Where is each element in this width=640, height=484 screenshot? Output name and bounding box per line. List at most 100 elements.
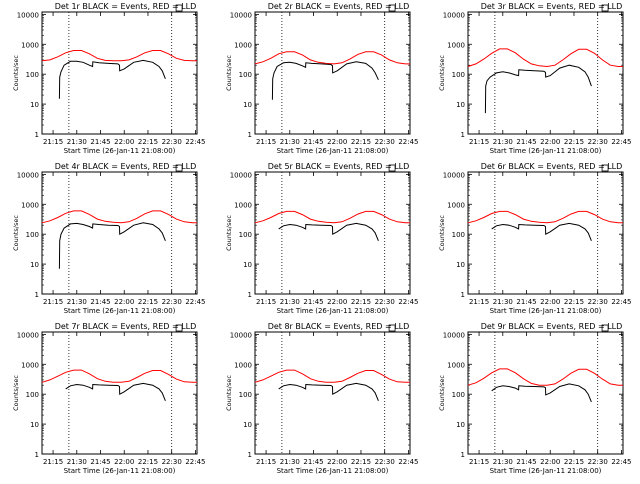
flag-marker (175, 164, 183, 172)
x-tick-label: 22:45 (398, 458, 418, 466)
panel-det-2r: Det 2r BLACK = Events, RED = LLD 1 10 100 10… (225, 2, 419, 155)
axes-frame (254, 331, 411, 455)
x-tick-label: 22:15 (564, 458, 584, 466)
y-tick-label: 100 (239, 71, 252, 79)
axes-frame (254, 171, 411, 295)
x-tick-label: 21:45 (90, 298, 110, 306)
y-tick-label: 1 (248, 131, 252, 139)
x-tick-label: 22:45 (185, 458, 205, 466)
series-line-events (491, 222, 592, 241)
x-tick-label: 21:45 (90, 138, 110, 146)
x-tick-label: 22:15 (351, 138, 371, 146)
series-line-events (271, 61, 379, 100)
series-line-events (491, 383, 592, 403)
x-tick-label: 22:15 (351, 298, 371, 306)
x-tick-label: 21:30 (67, 298, 87, 306)
y-tick-label: 10000 (17, 11, 39, 19)
y-tick-label: 1000 (447, 201, 465, 209)
flag-marker (388, 4, 396, 12)
x-tick-label: 21:15 (256, 458, 276, 466)
x-tick-label: 21:15 (469, 138, 489, 146)
x-tick-label: 21:45 (516, 458, 536, 466)
y-tick-label: 10 (30, 101, 39, 109)
y-axis-label: Counts/sec (438, 215, 446, 251)
x-tick-label: 21:45 (303, 298, 323, 306)
y-tick-label: 10000 (230, 171, 252, 179)
y-tick-label: 100 (26, 231, 39, 239)
x-tick-label: 21:30 (67, 458, 87, 466)
flag-marker (601, 164, 609, 172)
x-tick-label: 21:15 (256, 138, 276, 146)
y-tick-label: 100 (26, 71, 39, 79)
series-line-lld (41, 369, 197, 383)
y-tick-label: 10 (30, 421, 39, 429)
x-tick-label: 22:00 (540, 138, 560, 146)
series-line-lld (467, 210, 623, 224)
y-tick-label: 10000 (230, 11, 252, 19)
y-axis-label: Counts/sec (225, 375, 233, 411)
axes-frame (467, 11, 624, 135)
panel-title: Det 9r BLACK = Events, RED = LLD (481, 322, 623, 331)
y-tick-label: 1 (461, 131, 465, 139)
x-tick-label: 21:15 (256, 298, 276, 306)
panel-det-1r: Det 1r BLACK = Events, RED = LLD 1 10 100 10… (12, 2, 206, 155)
y-tick-label: 10 (243, 261, 252, 269)
y-tick-label: 1000 (234, 201, 252, 209)
series-line-lld (41, 210, 197, 224)
x-tick-label: 22:00 (327, 458, 347, 466)
series-line-lld (467, 48, 623, 68)
axes-frame (41, 331, 198, 455)
x-tick-label: 21:15 (469, 458, 489, 466)
panel-title: Det 5r BLACK = Events, RED = LLD (268, 162, 410, 171)
y-tick-label: 1000 (234, 41, 252, 49)
y-tick-label: 100 (239, 391, 252, 399)
series-line-events (484, 64, 592, 114)
x-tick-label: 21:45 (303, 458, 323, 466)
y-tick-label: 10 (456, 101, 465, 109)
x-tick-label: 22:30 (375, 458, 395, 466)
series-line-lld (254, 369, 410, 383)
x-tick-label: 21:30 (493, 458, 513, 466)
y-axis-label: Counts/sec (12, 55, 20, 91)
panel-det-7r: Det 7r BLACK = Events, RED = LLD 1 10 100 10… (12, 322, 206, 475)
y-axis-label: Counts/sec (438, 375, 446, 411)
panel-title: Det 8r BLACK = Events, RED = LLD (268, 322, 410, 331)
flag-marker (388, 164, 396, 172)
y-tick-label: 10 (243, 421, 252, 429)
y-tick-label: 100 (452, 71, 465, 79)
y-tick-label: 10 (456, 421, 465, 429)
series-line-events (278, 222, 379, 241)
panel-title: Det 4r BLACK = Events, RED = LLD (55, 162, 197, 171)
y-tick-label: 1 (461, 451, 465, 459)
x-axis-label: Start Time (26-Jan-11 21:08:00) (490, 147, 602, 155)
y-tick-label: 100 (26, 391, 39, 399)
x-axis-label: Start Time (26-Jan-11 21:08:00) (64, 467, 176, 475)
x-tick-label: 21:15 (43, 298, 63, 306)
y-tick-label: 10000 (17, 171, 39, 179)
x-tick-label: 22:30 (588, 298, 608, 306)
x-tick-label: 22:00 (327, 298, 347, 306)
x-tick-label: 22:30 (588, 458, 608, 466)
y-tick-label: 1000 (447, 361, 465, 369)
series-line-lld (254, 51, 410, 65)
x-tick-label: 21:45 (516, 298, 536, 306)
x-tick-label: 22:15 (138, 298, 158, 306)
x-tick-label: 22:30 (588, 138, 608, 146)
y-axis-label: Counts/sec (12, 215, 20, 251)
flag-marker (175, 4, 183, 12)
x-axis-label: Start Time (26-Jan-11 21:08:00) (64, 147, 176, 155)
y-tick-label: 100 (452, 231, 465, 239)
axes-frame (41, 11, 198, 135)
x-tick-label: 22:45 (611, 298, 631, 306)
panel-det-9r: Det 9r BLACK = Events, RED = LLD 1 10 100 10… (438, 322, 632, 475)
x-tick-label: 21:45 (90, 458, 110, 466)
y-axis-label: Counts/sec (225, 55, 233, 91)
x-tick-label: 21:45 (303, 138, 323, 146)
x-axis-label: Start Time (26-Jan-11 21:08:00) (277, 467, 389, 475)
x-tick-label: 22:15 (351, 458, 371, 466)
x-tick-label: 22:00 (114, 138, 134, 146)
flag-marker (175, 324, 183, 332)
panel-det-6r: Det 6r BLACK = Events, RED = LLD 1 10 100 10… (438, 162, 632, 315)
axes-frame (41, 171, 198, 295)
panel-det-5r: Det 5r BLACK = Events, RED = LLD 1 10 100 10… (225, 162, 419, 315)
